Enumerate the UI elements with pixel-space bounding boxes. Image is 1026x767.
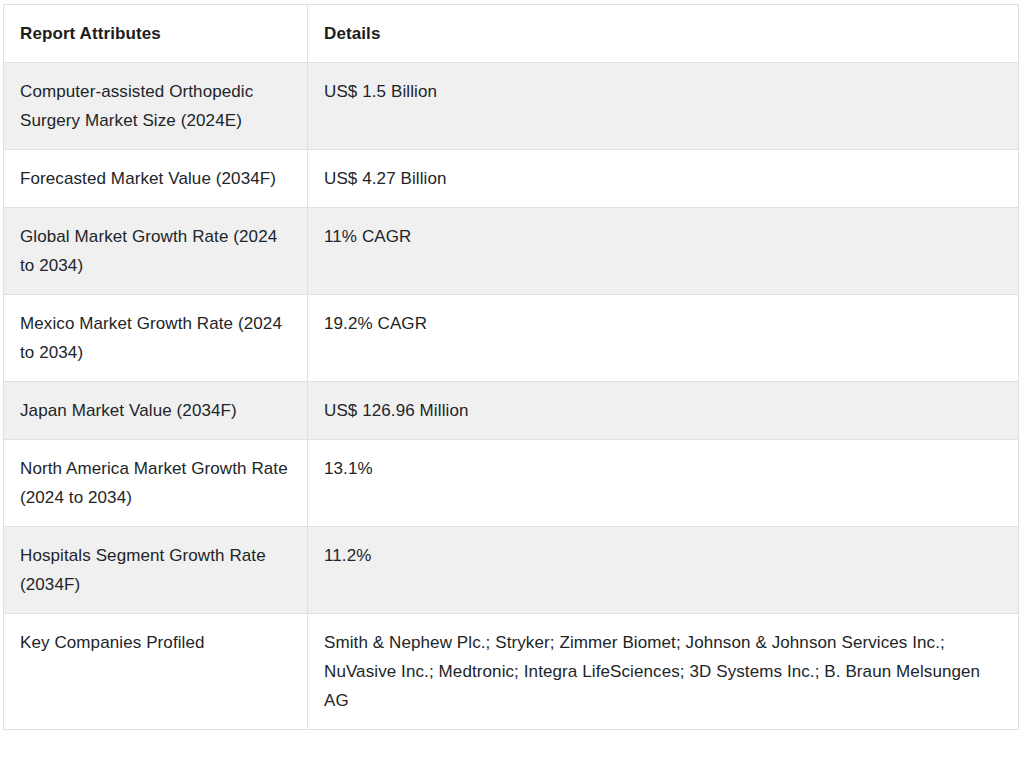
page: Report Attributes Details Computer-assis…: [0, 0, 1026, 767]
table-row: Japan Market Value (2034F) US$ 126.96 Mi…: [4, 382, 1019, 440]
table-row: Mexico Market Growth Rate (2024 to 2034)…: [4, 295, 1019, 382]
attribute-cell: Global Market Growth Rate (2024 to 2034): [4, 208, 308, 295]
table-row: Hospitals Segment Growth Rate (2034F) 11…: [4, 527, 1019, 614]
table-header: Report Attributes Details: [4, 5, 1019, 63]
table-row: Computer-assisted Orthopedic Surgery Mar…: [4, 63, 1019, 150]
table-row: Forecasted Market Value (2034F) US$ 4.27…: [4, 150, 1019, 208]
attribute-cell: Hospitals Segment Growth Rate (2034F): [4, 527, 308, 614]
table-row: North America Market Growth Rate (2024 t…: [4, 440, 1019, 527]
attribute-cell: Mexico Market Growth Rate (2024 to 2034): [4, 295, 308, 382]
header-cell-report-attributes: Report Attributes: [4, 5, 308, 63]
detail-cell: 11.2%: [308, 527, 1019, 614]
detail-cell: 11% CAGR: [308, 208, 1019, 295]
report-attributes-table: Report Attributes Details Computer-assis…: [3, 4, 1019, 730]
attribute-cell: Key Companies Profiled: [4, 614, 308, 730]
table-row: Key Companies Profiled Smith & Nephew Pl…: [4, 614, 1019, 730]
attribute-cell: Computer-assisted Orthopedic Surgery Mar…: [4, 63, 308, 150]
detail-cell: Smith & Nephew Plc.; Stryker; Zimmer Bio…: [308, 614, 1019, 730]
table-row: Global Market Growth Rate (2024 to 2034)…: [4, 208, 1019, 295]
attribute-cell: Forecasted Market Value (2034F): [4, 150, 308, 208]
detail-cell: US$ 1.5 Billion: [308, 63, 1019, 150]
detail-cell: US$ 126.96 Million: [308, 382, 1019, 440]
detail-cell: US$ 4.27 Billion: [308, 150, 1019, 208]
header-cell-details: Details: [308, 5, 1019, 63]
attribute-cell: Japan Market Value (2034F): [4, 382, 308, 440]
detail-cell: 13.1%: [308, 440, 1019, 527]
detail-cell: 19.2% CAGR: [308, 295, 1019, 382]
attribute-cell: North America Market Growth Rate (2024 t…: [4, 440, 308, 527]
table-body: Computer-assisted Orthopedic Surgery Mar…: [4, 63, 1019, 730]
header-row: Report Attributes Details: [4, 5, 1019, 63]
